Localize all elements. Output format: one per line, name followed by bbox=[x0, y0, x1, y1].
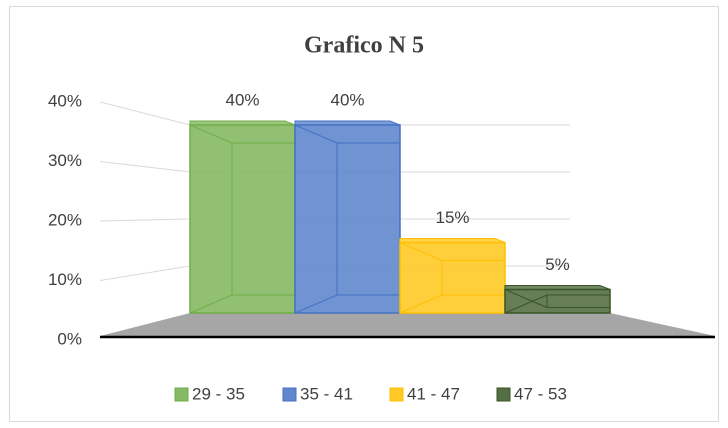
bar-part bbox=[189, 124, 233, 144]
bar-part bbox=[189, 124, 296, 314]
y-tick-label: 30% bbox=[48, 151, 82, 170]
bar-part bbox=[294, 124, 401, 314]
bar-part bbox=[294, 294, 400, 314]
legend-label: 29 - 35 bbox=[192, 384, 245, 403]
bar bbox=[189, 120, 296, 314]
legend-swatch bbox=[282, 387, 297, 402]
data-label: 5% bbox=[545, 255, 570, 274]
chart-title: Grafico N 5 bbox=[304, 33, 424, 59]
bar bbox=[294, 120, 401, 314]
y-tick-label: 0% bbox=[57, 329, 82, 348]
bar-part bbox=[399, 242, 443, 261]
bar-part bbox=[399, 294, 505, 314]
bar-part bbox=[294, 124, 338, 144]
bar bbox=[399, 238, 506, 314]
legend-swatch bbox=[496, 387, 511, 402]
y-tick-label: 10% bbox=[48, 270, 82, 289]
legend-label: 41 - 47 bbox=[407, 384, 460, 403]
bar-part bbox=[504, 289, 548, 308]
bar-part bbox=[399, 241, 506, 314]
bar bbox=[504, 285, 611, 314]
legend-label: 47 - 53 bbox=[514, 384, 567, 403]
legend-label: 35 - 41 bbox=[300, 384, 353, 403]
floor bbox=[100, 313, 715, 336]
y-tick-label: 40% bbox=[48, 91, 82, 110]
y-tick-label: 20% bbox=[48, 210, 82, 229]
data-label: 40% bbox=[330, 90, 364, 109]
legend-swatch bbox=[174, 387, 189, 402]
bar-part bbox=[504, 288, 611, 314]
legend-swatch bbox=[389, 387, 404, 402]
bar-part bbox=[504, 294, 610, 314]
data-label: 40% bbox=[225, 90, 259, 109]
bar-part bbox=[189, 294, 295, 314]
data-label: 15% bbox=[435, 208, 469, 227]
